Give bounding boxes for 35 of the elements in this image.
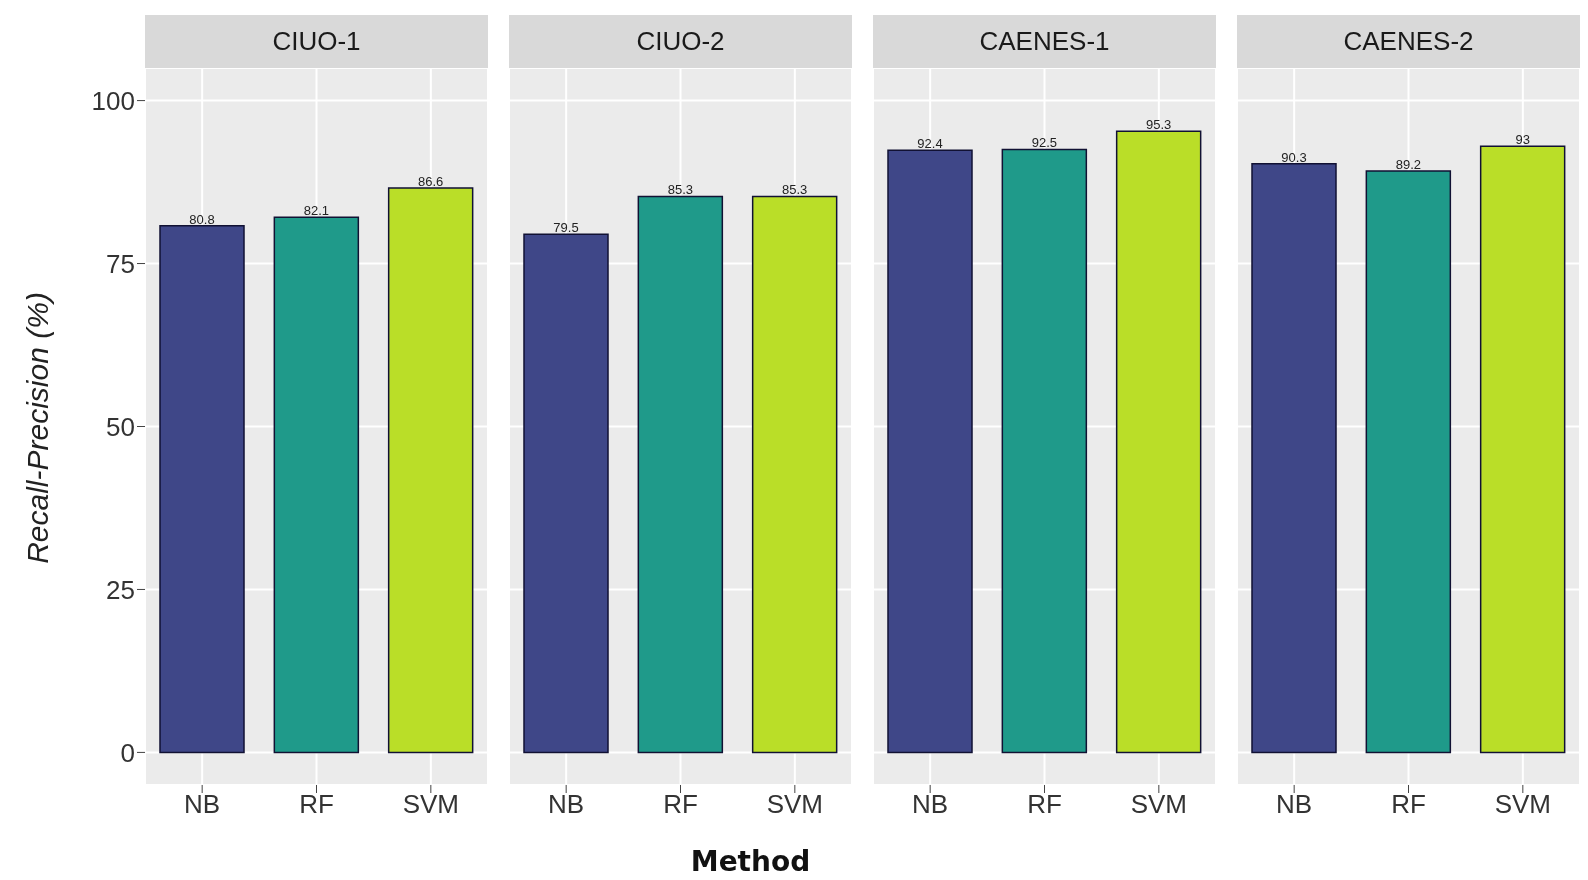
data-label: 86.6 xyxy=(418,173,444,189)
x-tick-label: RF xyxy=(663,789,698,820)
y-tick-label: 0 xyxy=(120,737,135,768)
data-label: 92.4 xyxy=(917,136,943,152)
data-label: 85.3 xyxy=(782,182,808,198)
chart-title: CIUO-2 xyxy=(509,15,852,68)
y-axis-title: Recall-Precision (%) xyxy=(21,292,55,564)
data-label: 89.2 xyxy=(1395,156,1421,172)
data-label: 79.5 xyxy=(553,220,579,236)
data-label: 93 xyxy=(1515,132,1530,148)
data-label: 80.8 xyxy=(189,211,215,227)
x-tick-label: NB xyxy=(1276,789,1313,820)
x-tick-label: RF xyxy=(1391,789,1426,820)
x-tick-label: NB xyxy=(548,789,585,820)
x-tick-label: SVM xyxy=(402,789,460,820)
x-tick-label: SVM xyxy=(766,789,824,820)
chart-title: CIUO-1 xyxy=(145,15,488,68)
y-tick-label: 75 xyxy=(106,248,135,279)
x-tick-label: SVM xyxy=(1130,789,1188,820)
x-tick-label: RF xyxy=(1027,789,1062,820)
x-axis-title: Method xyxy=(689,845,812,878)
chart-title: CAENES-2 xyxy=(1237,15,1580,68)
x-tick-label: SVM xyxy=(1494,789,1552,820)
x-tick-label: RF xyxy=(299,789,334,820)
y-tick-label: 100 xyxy=(91,85,135,116)
x-tick-label: NB xyxy=(912,789,949,820)
chart-title: CAENES-1 xyxy=(873,15,1216,68)
data-label: 92.5 xyxy=(1031,135,1057,151)
data-label: 82.1 xyxy=(303,203,329,219)
data-label: 90.3 xyxy=(1281,149,1307,165)
data-label: 85.3 xyxy=(667,182,693,198)
data-label: 95.3 xyxy=(1146,117,1172,133)
y-tick-label: 25 xyxy=(106,574,135,605)
x-tick-label: NB xyxy=(184,789,221,820)
y-tick-label: 50 xyxy=(106,411,135,442)
